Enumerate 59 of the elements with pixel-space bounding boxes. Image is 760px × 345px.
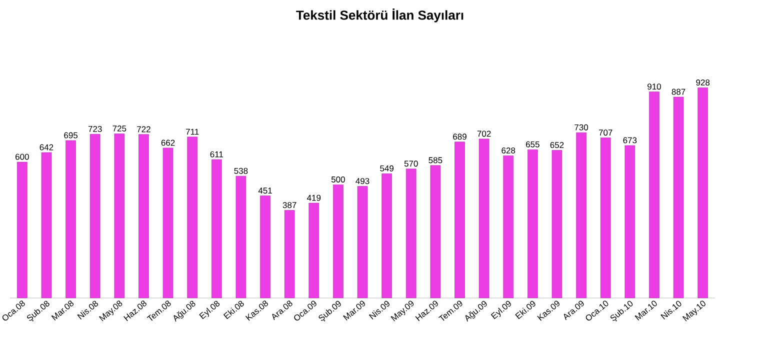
bar: [308, 202, 320, 298]
chart-title: Tekstil Sektörü İlan Sayıları: [296, 8, 464, 22]
data-label: 500: [331, 176, 345, 182]
data-label: 711: [186, 128, 199, 135]
bar: [600, 138, 611, 298]
data-label: 419: [306, 194, 321, 201]
bar: [187, 136, 198, 298]
bar: [41, 152, 52, 298]
data-label: 910: [648, 84, 661, 90]
data-label: 611: [210, 151, 224, 158]
data-label: 730: [574, 124, 588, 130]
data-label: 722: [137, 126, 150, 132]
bar: [284, 210, 295, 298]
bar: [528, 149, 538, 298]
bar: [90, 134, 100, 298]
bar: [66, 140, 76, 298]
bar: [406, 168, 416, 298]
data-label: 652: [550, 142, 564, 148]
data-label: 928: [696, 80, 710, 86]
bar: [649, 92, 660, 298]
bar: [212, 159, 222, 298]
data-label: 451: [258, 188, 272, 194]
bar: [624, 145, 636, 298]
bar: [162, 148, 174, 298]
data-label: 387: [282, 202, 296, 208]
bar: [114, 134, 125, 298]
bar: [357, 186, 368, 298]
bar: [454, 142, 465, 298]
bar: [382, 173, 392, 298]
data-label: 689: [453, 134, 466, 140]
bar: [236, 176, 246, 298]
data-label: 570: [404, 160, 418, 167]
data-label: 887: [672, 88, 686, 95]
bar: [503, 156, 514, 298]
data-label: 628: [502, 147, 516, 154]
data-label: 585: [428, 157, 442, 164]
bar: [576, 132, 586, 298]
bar: [552, 150, 562, 298]
bar: [673, 96, 684, 298]
data-label: 673: [623, 137, 637, 144]
data-label: 725: [112, 126, 126, 132]
bar: [430, 165, 441, 298]
data-label: 655: [526, 141, 540, 148]
data-label: 493: [356, 178, 370, 184]
data-label: 538: [234, 168, 248, 174]
data-label: 642: [40, 144, 54, 150]
bar: [17, 162, 28, 298]
bar: [698, 88, 708, 298]
data-label: 695: [64, 132, 78, 138]
data-label: 662: [161, 140, 175, 146]
data-label: 600: [16, 154, 29, 160]
data-label: 549: [380, 165, 394, 172]
bar: [478, 138, 490, 298]
data-label: 723: [88, 126, 102, 132]
data-label: 702: [477, 130, 491, 137]
bar: [333, 184, 344, 298]
data-label: 707: [598, 130, 612, 136]
bar: [138, 134, 149, 298]
bar: [260, 196, 270, 298]
